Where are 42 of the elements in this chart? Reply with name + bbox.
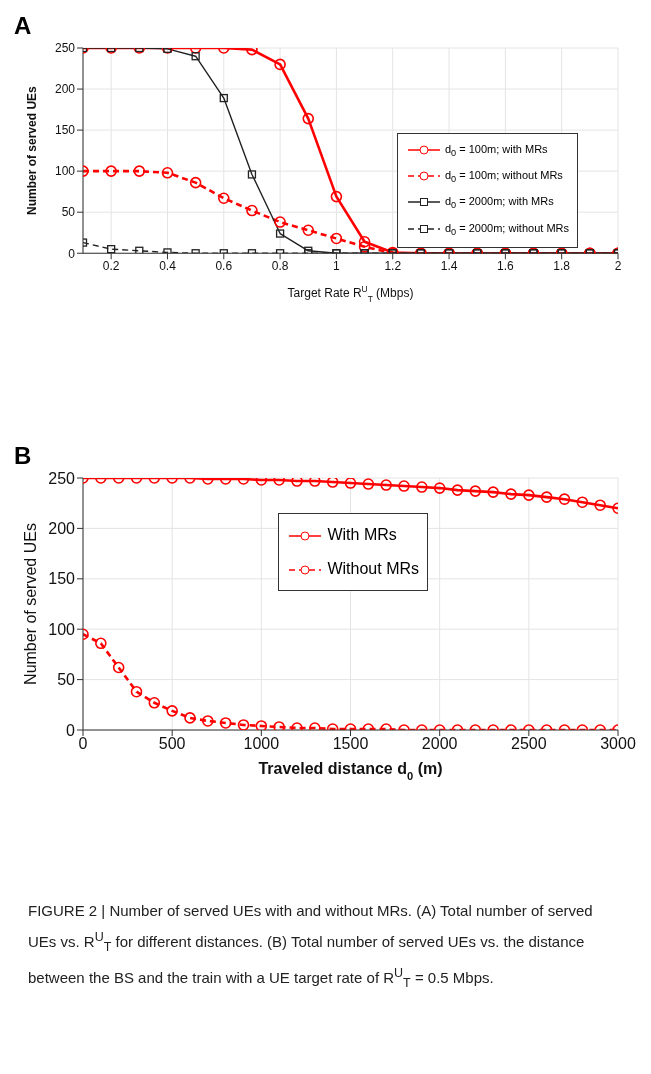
x-tick-label: 0.4 bbox=[159, 258, 177, 273]
x-axis-title: Traveled distance d$_{0}$ (m) bbox=[258, 760, 443, 782]
y-tick-label: 150 bbox=[48, 570, 76, 588]
x-axis-title: Target Rate R$^{U}$$_{T}$ (Mbps) bbox=[287, 284, 414, 305]
y-tick-label: 0 bbox=[66, 721, 76, 739]
chart-title: B bbox=[14, 442, 32, 470]
y-tick-label: 0 bbox=[68, 246, 76, 261]
y-tick-label: 100 bbox=[54, 164, 76, 179]
y-tick-label: 200 bbox=[48, 520, 76, 538]
legend-label: d$_{0}$ = 2000m; with MRs bbox=[444, 195, 554, 211]
x-tick-label: 0 bbox=[78, 735, 88, 753]
legend-label: d$_{0}$ = 100m; without MRs bbox=[444, 169, 563, 185]
y-tick-label: 200 bbox=[54, 82, 76, 97]
y-tick-label: 50 bbox=[61, 205, 76, 220]
y-tick-label: 100 bbox=[48, 620, 76, 638]
x-tick-label: 2500 bbox=[511, 735, 547, 753]
x-tick-label: 3000 bbox=[600, 735, 636, 753]
text: FIGURE 2 | Number of served UEs with and without MRs. (A) Total number of served UEs vs. R$^{U}$$_{T}$ for different distances. (B) Total number of served UEs vs. the distance between the BS and the train with a UE target rate of R$^{U}$$_{T}$ = 0.5 Mbps. bbox=[28, 902, 593, 990]
x-tick-label: 1 bbox=[333, 258, 341, 273]
legend-label: d$_{0}$ = 2000m; without MRs bbox=[444, 221, 569, 237]
x-tick-label: 1.8 bbox=[553, 258, 571, 273]
x-tick-label: 2000 bbox=[421, 735, 458, 753]
x-tick-label: 0.6 bbox=[215, 258, 233, 273]
x-tick-label: 0.8 bbox=[271, 258, 289, 273]
x-tick-label: 1.4 bbox=[440, 258, 458, 273]
x-tick-label: 0.2 bbox=[102, 258, 120, 273]
legend-label: d$_{0}$ = 100m; with MRs bbox=[444, 143, 548, 159]
x-tick-label: 1000 bbox=[243, 735, 280, 753]
legend-label: With MRs bbox=[327, 526, 397, 543]
x-tick-label: 500 bbox=[158, 735, 186, 753]
y-tick-label: 250 bbox=[54, 41, 76, 56]
y-tick-label: 250 bbox=[48, 469, 76, 487]
y-axis-title: Number of served UEs bbox=[22, 523, 39, 685]
y-axis-title: Number of served UEs bbox=[25, 85, 39, 215]
x-tick-label: 1.6 bbox=[497, 258, 515, 273]
legend-label: Without MRs bbox=[327, 560, 420, 577]
x-tick-label: 1500 bbox=[332, 735, 369, 753]
x-tick-label: 2 bbox=[614, 258, 622, 273]
x-tick-label: 1.2 bbox=[384, 258, 402, 273]
y-tick-label: 50 bbox=[57, 671, 76, 689]
chart-title: A bbox=[14, 12, 32, 40]
y-tick-label: 150 bbox=[54, 123, 76, 138]
